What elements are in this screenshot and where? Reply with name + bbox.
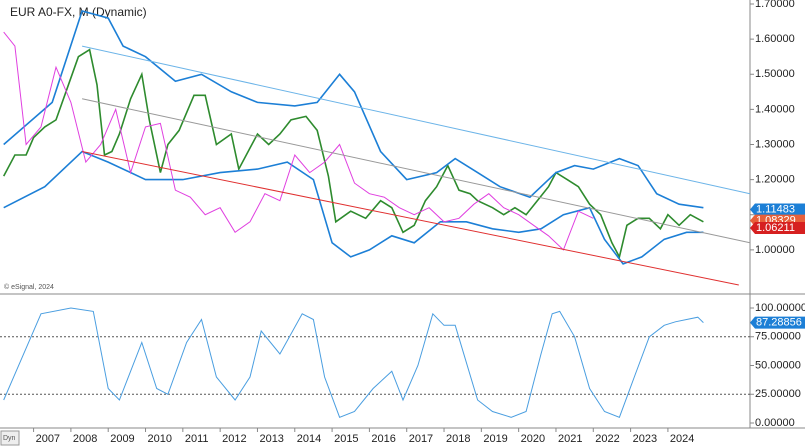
last-value-label: 87.28856 [756, 317, 802, 329]
series-line [3, 10, 704, 209]
x-tick-label: 2024 [670, 433, 694, 445]
x-tick-label: 2017 [409, 433, 433, 445]
x-tick-label: 2007 [36, 433, 60, 445]
series-line [81, 98, 751, 244]
series-line [82, 151, 739, 286]
x-tick-label: 2013 [259, 433, 283, 445]
last-value-label: 1.11483 [756, 203, 795, 215]
y-tick-label: 1.40000 [755, 103, 795, 115]
x-tick-label: 2021 [558, 433, 582, 445]
x-tick-label: 2020 [521, 433, 545, 445]
y-tick-label: 1.30000 [755, 138, 795, 150]
series-line [81, 45, 751, 195]
series-line [3, 150, 704, 265]
x-tick-label: 2014 [297, 433, 321, 445]
x-tick-label: 2010 [148, 433, 172, 445]
chart-title: EUR A0-FX, M (Dynamic) [10, 5, 147, 19]
series-line [3, 307, 704, 418]
copyright: © eSignal, 2024 [4, 283, 54, 291]
x-tick-label: 2018 [446, 433, 470, 445]
last-value-box [750, 203, 805, 216]
series-line [3, 31, 594, 251]
dyn-button[interactable] [0, 430, 20, 446]
last-value-label: 1.06211 [756, 222, 795, 234]
y-tick-label: 50.00000 [755, 359, 801, 371]
y-tick-label: 1.70000 [755, 0, 795, 10]
y-tick-label: 1.20000 [755, 174, 795, 186]
y-tick-label: 1.00000 [755, 244, 795, 256]
dyn-label[interactable]: Dyn [3, 435, 16, 442]
x-tick-label: 2008 [73, 433, 97, 445]
series-line [2, 48, 704, 260]
y-tick-label: 1.50000 [755, 68, 795, 80]
last-value-box [750, 316, 805, 329]
y-tick-label: 0.00000 [755, 417, 795, 429]
x-tick-label: 2023 [633, 433, 657, 445]
y-tick-label: 100.00000 [755, 302, 805, 314]
x-tick-label: 2022 [595, 433, 619, 445]
x-tick-label: 2015 [334, 433, 358, 445]
x-tick-label: 2012 [222, 433, 246, 445]
x-tick-label: 2016 [371, 433, 395, 445]
y-tick-label: 75.00000 [755, 331, 801, 343]
last-value-box [750, 222, 805, 235]
x-tick-label: 2019 [483, 433, 507, 445]
y-tick-label: 1.60000 [755, 33, 795, 45]
x-tick-label: 2009 [110, 433, 134, 445]
x-tick-label: 2011 [185, 433, 209, 445]
y-tick-label: 25.00000 [755, 388, 801, 400]
